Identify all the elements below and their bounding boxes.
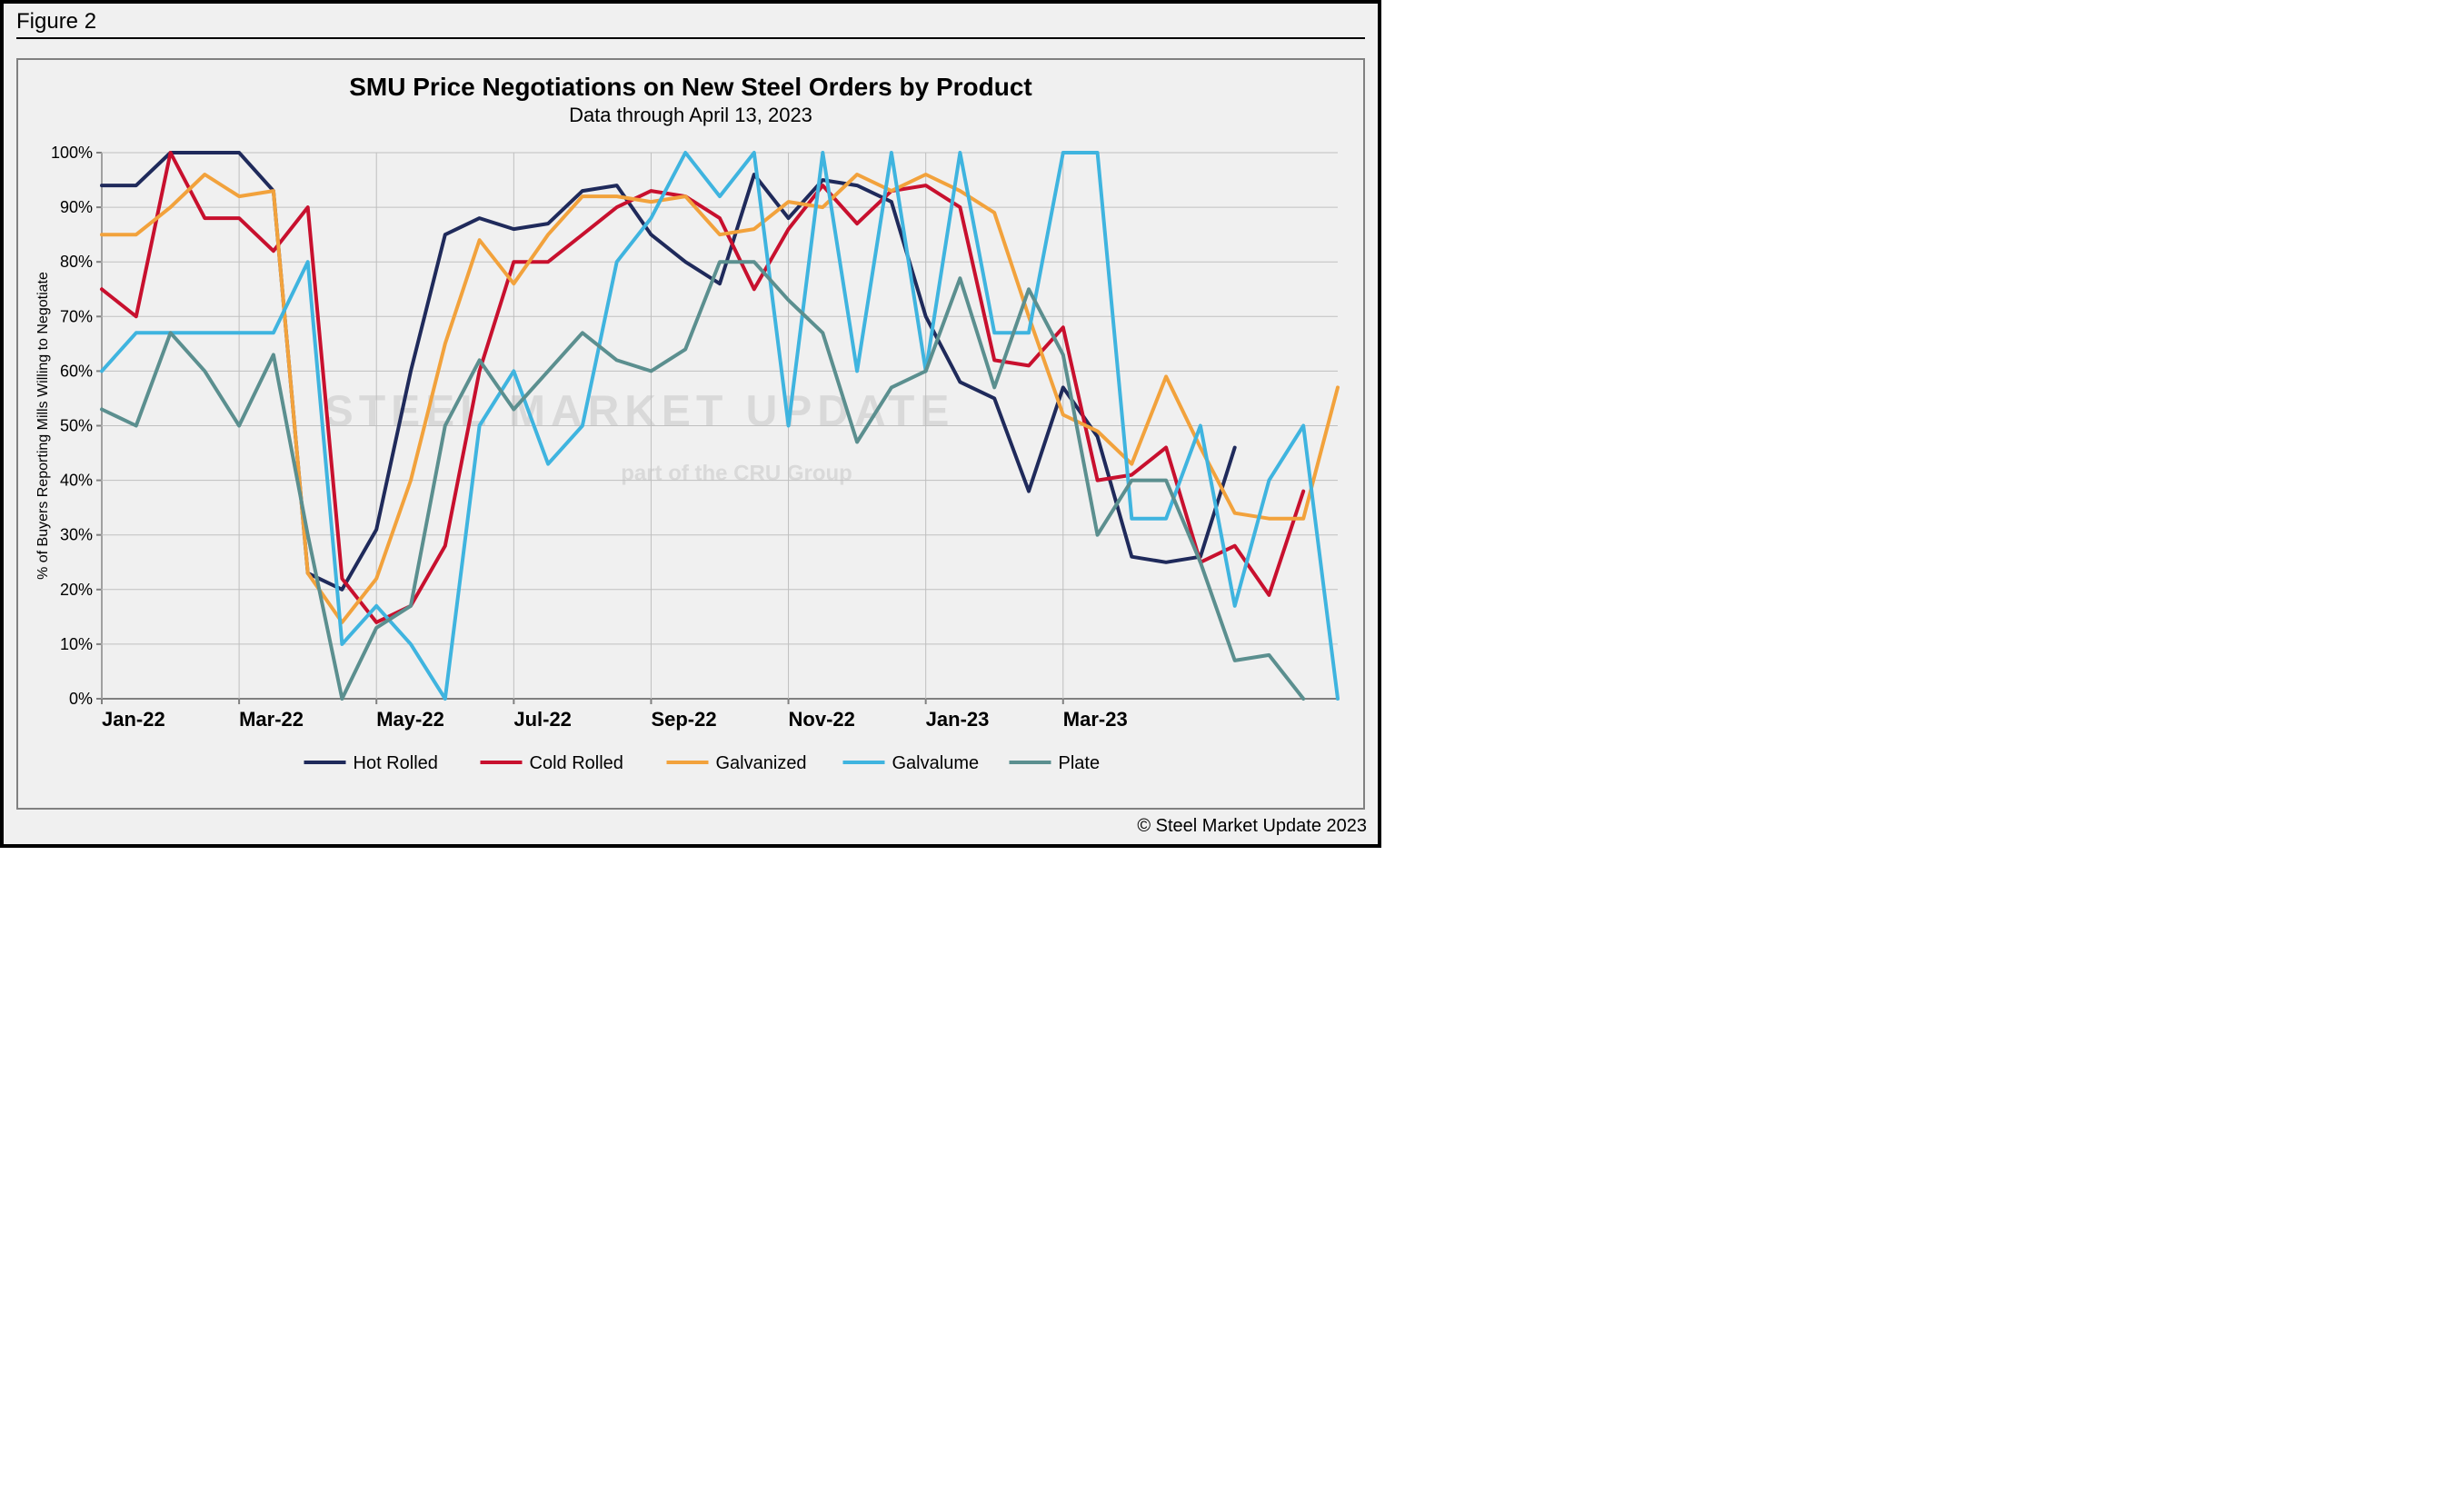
chart-panel: SMU Price Negotiations on New Steel Orde… [16,58,1365,810]
figure-container: Figure 2 SMU Price Negotiations on New S… [0,0,1381,848]
legend: Hot Rolled Cold Rolled Galvanized Galvalume… [304,753,1101,773]
svg-text:Sep-22: Sep-22 [651,708,716,731]
copyright: © Steel Market Update 2023 [1137,816,1367,837]
svg-text:% of Buyers Reporting Mills Wi: % of Buyers Reporting Mills Willing to N… [35,272,51,580]
svg-text:50%: 50% [60,417,93,435]
svg-text:Jul-22: Jul-22 [513,708,572,731]
svg-text:Cold Rolled: Cold Rolled [530,753,623,773]
title-block: SMU Price Negotiations on New Steel Orde… [18,60,1363,127]
svg-text:30%: 30% [60,526,93,544]
svg-text:STEEL MARKET UPDATE: STEEL MARKET UPDATE [324,388,955,436]
chart-title: SMU Price Negotiations on New Steel Orde… [18,73,1363,102]
svg-text:Plate: Plate [1059,753,1101,773]
svg-text:70%: 70% [60,307,93,325]
svg-text:20%: 20% [60,581,93,599]
svg-text:Galvanized: Galvanized [716,753,807,773]
svg-text:Galvalume: Galvalume [892,753,980,773]
svg-text:Mar-23: Mar-23 [1063,708,1128,731]
svg-text:Mar-22: Mar-22 [239,708,304,731]
svg-text:0%: 0% [69,690,93,708]
svg-text:May-22: May-22 [376,708,444,731]
figure-label: Figure 2 [4,4,1378,37]
svg-text:80%: 80% [60,253,93,271]
svg-text:40%: 40% [60,472,93,490]
chart-svg: STEEL MARKET UPDATE part of the CRU Group… [27,144,1354,799]
svg-text:part of the CRU Group: part of the CRU Group [621,462,852,486]
chart-holder: STEEL MARKET UPDATE part of the CRU Group… [27,144,1354,799]
svg-text:10%: 10% [60,635,93,653]
chart-subtitle: Data through April 13, 2023 [18,104,1363,127]
svg-text:100%: 100% [51,144,93,162]
svg-text:Nov-22: Nov-22 [789,708,855,731]
figure-rule [16,37,1365,39]
svg-text:Jan-22: Jan-22 [102,708,165,731]
svg-text:60%: 60% [60,362,93,380]
svg-text:Hot Rolled: Hot Rolled [354,753,438,773]
svg-text:90%: 90% [60,198,93,216]
svg-text:Jan-23: Jan-23 [926,708,990,731]
